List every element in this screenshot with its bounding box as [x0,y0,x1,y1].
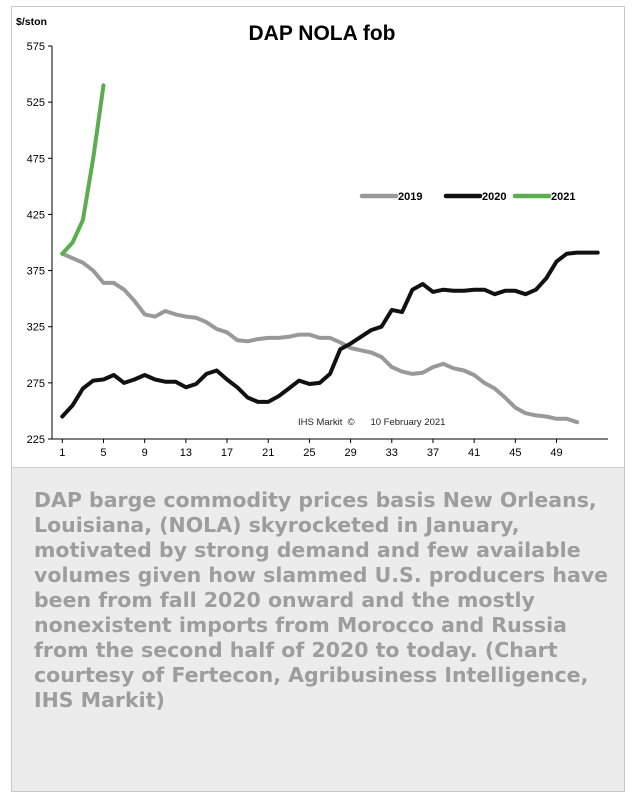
legend-label-2020: 2020 [482,191,506,203]
caption-text: DAP barge commodity prices basis New Orl… [34,488,609,712]
y-tick-label: 325 [27,322,45,334]
x-tick-label: 9 [142,447,148,459]
y-tick-label: 225 [27,434,45,446]
caption-area: DAP barge commodity prices basis New Orl… [12,468,624,791]
y-tick-label: 375 [27,266,45,278]
axes-layer: 225 275 325 375 425 475 525 575 1 5 9 13 17 21 25 29 33 3… [27,41,608,459]
series-line-2019 [60,251,580,425]
source-note: IHS Markit © 10 February 2021 [298,417,445,428]
x-tick-label: 49 [550,447,562,459]
series-line-2020 [60,250,600,419]
y-tick-label: 575 [27,41,45,53]
y-axis-unit-label: $/ston [16,16,47,28]
x-tick-label: 45 [509,447,521,459]
series-line-2021 [60,83,106,256]
chart-container: DAP NOLA fob $/ston 225 275 325 375 425 475 52… [12,7,624,467]
x-tick-label: 25 [303,447,315,459]
x-tick-label: 5 [100,447,106,459]
legend: 2019 2020 2021 [359,191,575,203]
chart-svg: DAP NOLA fob $/ston 22527532537542547552… [16,16,608,459]
x-tick-label: 33 [386,447,398,459]
x-tick-label: 29 [344,447,356,459]
x-tick-label: 17 [221,447,233,459]
y-tick-label: 275 [27,378,45,390]
caption-divider [12,467,624,468]
x-tick-label: 21 [262,447,274,459]
y-tick-label: 525 [27,97,45,109]
y-tick-label: 475 [27,153,45,165]
x-tick-label: 37 [427,447,439,459]
x-tick-label: 1 [59,447,65,459]
legend-label-2019: 2019 [398,191,422,203]
y-tick-label: 425 [27,209,45,221]
series-layer [60,83,600,425]
x-tick-label: 41 [468,447,480,459]
chart-title: DAP NOLA fob [249,22,396,45]
legend-label-2021: 2021 [551,191,575,203]
x-tick-label: 13 [180,447,192,459]
